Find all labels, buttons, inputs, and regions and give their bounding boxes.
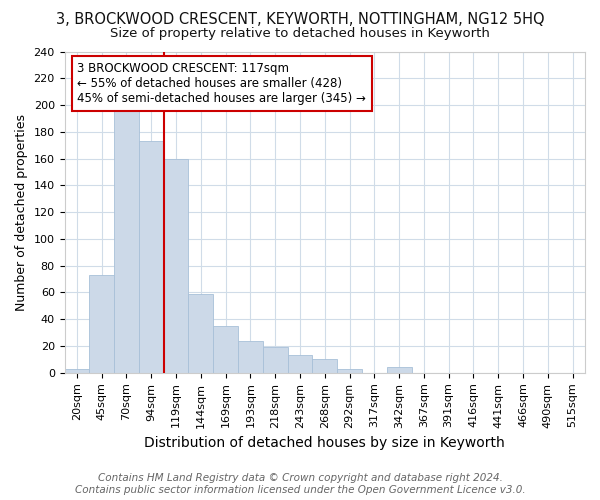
Text: Contains HM Land Registry data © Crown copyright and database right 2024.
Contai: Contains HM Land Registry data © Crown c… bbox=[74, 474, 526, 495]
Bar bbox=[139, 141, 164, 373]
Bar bbox=[164, 158, 188, 373]
Bar bbox=[65, 369, 89, 373]
Bar bbox=[213, 326, 238, 373]
Bar bbox=[387, 368, 412, 373]
Text: 3 BROCKWOOD CRESCENT: 117sqm
← 55% of detached houses are smaller (428)
45% of s: 3 BROCKWOOD CRESCENT: 117sqm ← 55% of de… bbox=[77, 62, 366, 105]
Bar bbox=[89, 275, 114, 373]
Bar bbox=[287, 356, 313, 373]
Bar bbox=[263, 348, 287, 373]
X-axis label: Distribution of detached houses by size in Keyworth: Distribution of detached houses by size … bbox=[145, 436, 505, 450]
Bar bbox=[114, 105, 139, 373]
Bar bbox=[238, 340, 263, 373]
Bar bbox=[313, 360, 337, 373]
Y-axis label: Number of detached properties: Number of detached properties bbox=[15, 114, 28, 310]
Bar bbox=[337, 369, 362, 373]
Bar bbox=[188, 294, 213, 373]
Text: 3, BROCKWOOD CRESCENT, KEYWORTH, NOTTINGHAM, NG12 5HQ: 3, BROCKWOOD CRESCENT, KEYWORTH, NOTTING… bbox=[56, 12, 544, 28]
Text: Size of property relative to detached houses in Keyworth: Size of property relative to detached ho… bbox=[110, 28, 490, 40]
